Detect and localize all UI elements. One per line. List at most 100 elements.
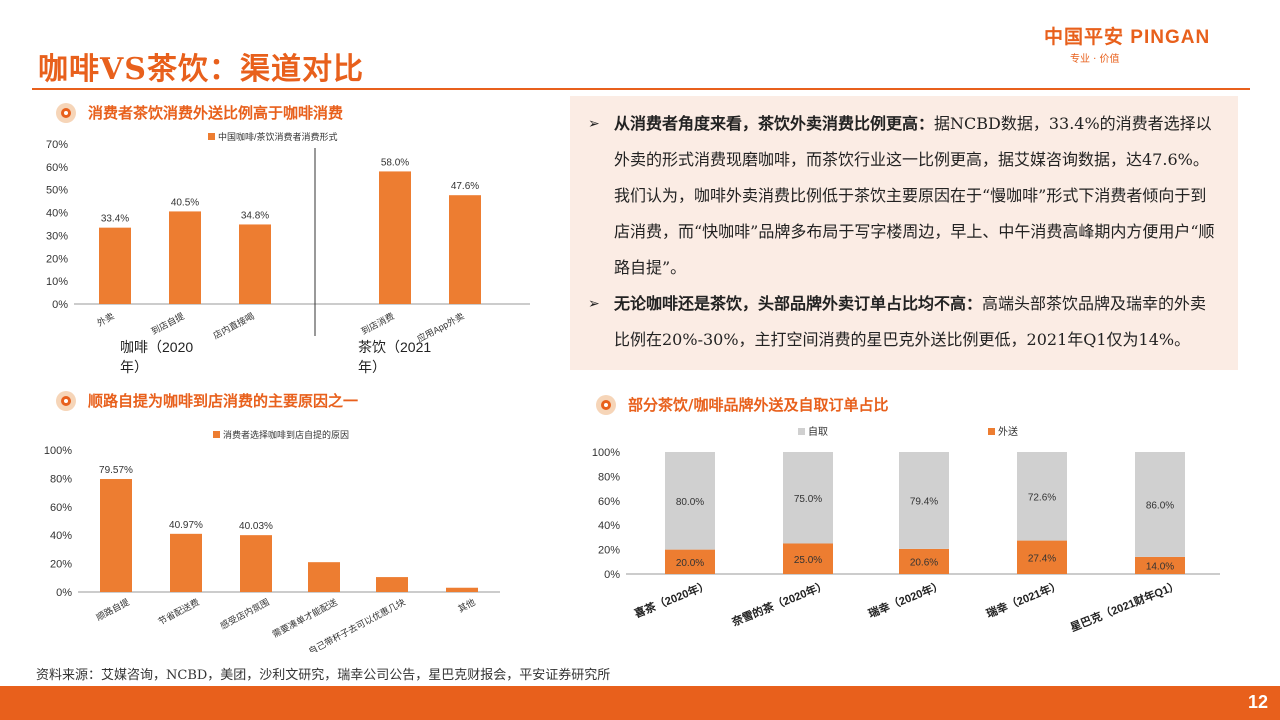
category-label: 节省配送费 [156,596,201,627]
bar [240,535,272,592]
category-label: 奈雪的茶（2020年） [729,578,829,629]
category-label: 瑞幸（2021年） [984,578,1063,621]
group-label: 咖啡（2020 [120,339,193,355]
bar [100,479,132,592]
bar [308,562,340,592]
data-label: 14.0% [1146,561,1174,572]
bar-delivery [1017,540,1067,574]
bar [379,171,411,304]
y-tick-label: 70% [46,139,68,151]
logo-slogan: 专业 · 价值 [1070,54,1120,65]
data-label: 20.6% [910,557,938,568]
data-label: 40.97% [169,520,203,531]
category-label: 喜茶（2020年） [632,578,711,621]
bullet-body: 据NCBD数据，33.4%的消费者选择以外卖的形式消费现磨咖啡，而茶饮行业这一比… [614,114,1215,277]
legend-swatch [213,431,220,438]
bar-pickup [1135,452,1185,557]
y-tick-label: 20% [50,559,72,571]
category-label: 外卖 [95,310,116,328]
bullet-body: 高端头部茶饮品牌及瑞幸的外卖比例在20%-30%，主打空间消费的星巴克外送比例更… [614,294,1207,349]
y-tick-label: 20% [598,545,620,557]
y-tick-label: 80% [598,471,620,483]
y-tick-label: 100% [44,445,72,457]
section-title-reasons: 顺路自提为咖啡到店消费的主要原因之一 [56,390,358,411]
data-label: 58.0% [381,157,409,168]
bullet-lead: 无论咖啡还是茶饮，头部品牌外卖订单占比均不高： [614,294,983,313]
chart-channel-share: 0% 10% 20% 30% 40% 50% 60% 70% 中国咖啡/茶饮消费者消费形式 33.… [46,131,530,375]
y-tick-label: 0% [52,299,68,311]
data-label: 20.0% [676,558,704,569]
data-label: 75.0% [794,494,822,505]
bar-pickup [899,452,949,549]
category-label: 顺路自提 [94,596,131,623]
y-tick-label: 40% [50,530,72,542]
legend-swatch [798,428,805,435]
category-label: 需要凑单才能配送 [270,596,339,640]
category-label: 其他 [456,596,477,614]
data-label: 86.0% [1146,500,1174,511]
y-tick-label: 50% [46,185,68,197]
group-label: 茶饮（2021 [358,339,431,355]
category-label: 到店消费 [359,310,396,337]
bar-delivery [899,548,949,574]
category-label: 店内直接喝 [211,310,256,341]
data-label: 34.8% [241,210,269,221]
y-tick-label: 0% [56,587,72,599]
bar-pickup [1017,452,1067,541]
y-tick-label: 40% [46,208,68,220]
section-title-channel: 消费者茶饮消费外送比例高于咖啡消费 [56,102,343,123]
chart-pickup-reasons: 0% 20% 40% 60% 80% 100% 消费者选择咖啡到店自提的原因 79.57% 顺路… [44,429,500,652]
data-label: 79.4% [910,496,938,507]
data-label: 80.0% [676,497,704,508]
y-tick-label: 100% [592,447,620,459]
data-label: 33.4% [101,214,129,225]
data-label: 72.6% [1028,492,1056,503]
legend-label: 消费者选择咖啡到店自提的原因 [223,429,349,440]
bar [169,211,201,304]
bar-delivery [665,549,715,574]
y-tick-label: 20% [46,253,68,265]
bar [376,577,408,592]
category-label: 瑞幸（2020年） [866,578,945,621]
legend-label: 外送 [998,425,1018,438]
bar [446,587,478,592]
bullet-ring-icon [56,390,76,411]
section-title-text: 部分茶饮/咖啡品牌外送及自取订单占比 [628,396,889,414]
page-title: 咖啡VS茶饮：渠道对比 [38,52,364,87]
y-tick-label: 10% [46,276,68,288]
bar-delivery [1135,556,1185,574]
data-label: 40.5% [171,197,199,208]
section-title-brands: 部分茶饮/咖啡品牌外送及自取订单占比 [596,394,888,415]
footer-bar [0,686,1280,720]
pingan-logo: 中国平安 PINGAN [1044,27,1211,48]
category-label: 感受店内氛围 [218,596,271,631]
title-divider [32,88,1250,90]
y-tick-label: 60% [598,496,620,508]
group-label: 年） [358,359,386,375]
section-title-text: 消费者茶饮消费外送比例高于咖啡消费 [88,104,344,122]
section-title-text: 顺路自提为咖啡到店消费的主要原因之一 [88,392,359,410]
y-tick-label: 0% [604,569,620,581]
arrow-bullet-icon: ➢ [588,296,600,312]
data-label: 27.4% [1028,553,1056,564]
data-label: 25.0% [794,555,822,566]
y-tick-label: 60% [46,162,68,174]
bullet-lead: 从消费者角度来看，茶饮外卖消费比例更高： [614,114,935,133]
data-label: 40.03% [239,521,273,532]
legend-label: 自取 [808,425,828,438]
legend-swatch [208,133,215,140]
data-label: 79.57% [99,465,133,476]
bar [99,227,131,304]
legend-swatch [988,428,995,435]
bar [239,224,271,304]
bullet-ring-icon [596,394,616,415]
bullet-item: ➢ 从消费者角度来看，茶饮外卖消费比例更高：据NCBD数据，33.4%的消费者选… [588,106,1220,286]
bar-pickup [783,452,833,544]
group-label: 年） [120,359,148,375]
legend-label: 中国咖啡/茶饮消费者消费形式 [218,131,338,142]
y-tick-label: 60% [50,502,72,514]
arrow-bullet-icon: ➢ [588,116,600,132]
chart-brand-delivery-share: 0% 20% 40% 60% 80% 100% 自取 外送 20.0% 80.0% 喜茶（2020年… [592,425,1220,634]
y-tick-label: 40% [598,520,620,532]
bar [170,533,202,592]
